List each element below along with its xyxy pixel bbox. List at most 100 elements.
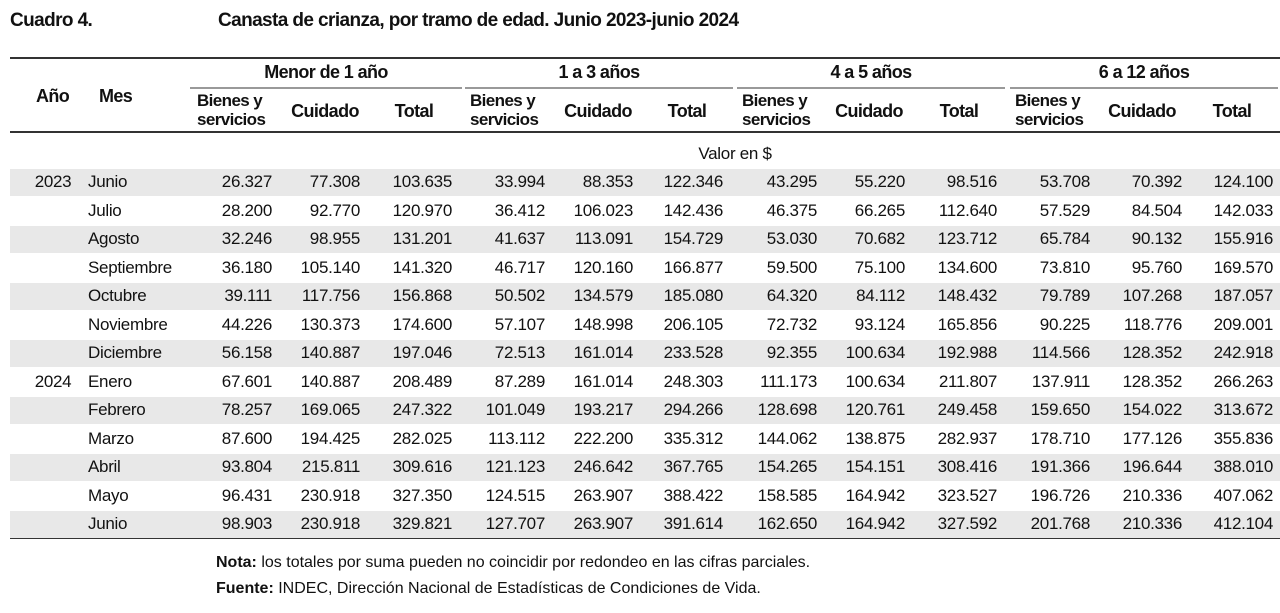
subcol-header: Cuidado — [564, 101, 632, 121]
value-cell: 100.634 — [845, 371, 906, 391]
value-cell: 103.635 — [392, 172, 453, 191]
header-rule — [10, 131, 1280, 133]
month-cell: Noviembre — [88, 314, 168, 334]
value-cell: 247.322 — [392, 400, 453, 419]
month-cell: Abril — [88, 457, 121, 476]
value-cell: 197.046 — [392, 343, 453, 362]
value-cell: 128.352 — [1122, 343, 1183, 362]
month-cell: Octubre — [88, 286, 147, 305]
value-cell: 131.201 — [392, 229, 453, 248]
value-cell: 388.010 — [1213, 457, 1274, 476]
value-cell: 222.200 — [573, 428, 634, 448]
month-cell: Septiembre — [88, 257, 172, 277]
value-cell: 211.807 — [938, 371, 997, 391]
note-text: INDEC, Dirección Nacional de Estadística… — [278, 580, 761, 597]
value-cell: 148.432 — [937, 286, 998, 305]
value-cell: 161.014 — [573, 371, 634, 391]
value-cell: 391.614 — [663, 514, 724, 533]
value-cell: 41.637 — [494, 229, 546, 248]
table-label: Cuadro 4. — [10, 10, 93, 31]
value-cell: 174.600 — [392, 314, 453, 334]
value-cell: 196.726 — [1030, 485, 1091, 505]
value-cell: 154.729 — [663, 229, 724, 248]
subcol-header: Total — [939, 101, 979, 121]
value-cell: 128.352 — [1122, 371, 1183, 391]
value-cell: 93.804 — [221, 457, 273, 476]
group-rule — [737, 87, 1005, 89]
value-cell: 112.640 — [938, 200, 997, 220]
value-cell: 142.033 — [1213, 200, 1274, 220]
subcol-header: Bienes y servicios — [742, 91, 811, 129]
value-cell: 327.592 — [937, 514, 998, 533]
value-cell: 140.887 — [300, 371, 361, 391]
value-cell: 36.412 — [494, 200, 546, 220]
value-cell: 249.458 — [937, 400, 998, 419]
row-stripe — [10, 225, 1280, 253]
value-cell: 70.392 — [1131, 172, 1183, 191]
value-cell: 59.500 — [766, 257, 818, 277]
value-cell: 43.295 — [766, 172, 818, 191]
value-cell: 154.151 — [845, 457, 906, 476]
value-cell: 185.080 — [663, 286, 724, 305]
month-cell: Julio — [88, 200, 122, 220]
value-cell: 210.336 — [1122, 485, 1183, 505]
month-cell: Junio — [88, 514, 128, 533]
value-cell: 26.327 — [221, 172, 273, 191]
value-cell: 117.756 — [301, 286, 360, 305]
value-cell: 114.566 — [1031, 343, 1090, 362]
value-cell: 92.355 — [766, 343, 818, 362]
group-header: 1 a 3 años — [558, 62, 640, 82]
value-cell: 28.200 — [221, 200, 273, 220]
value-cell: 84.112 — [856, 286, 905, 305]
value-cell: 161.014 — [573, 343, 634, 362]
row-stripe — [10, 453, 1280, 481]
value-cell: 111.173 — [760, 371, 817, 391]
value-cell: 32.246 — [221, 229, 273, 248]
row-stripe — [10, 396, 1280, 424]
value-cell: 113.112 — [488, 428, 545, 448]
value-cell: 169.065 — [300, 400, 361, 419]
value-cell: 230.918 — [300, 514, 361, 533]
value-cell: 196.644 — [1122, 457, 1183, 476]
value-cell: 134.579 — [573, 286, 634, 305]
group-header: 4 a 5 años — [830, 62, 912, 82]
note-label: Nota: — [216, 554, 257, 571]
subcol-header: Total — [1212, 101, 1252, 121]
row-stripe — [10, 168, 1280, 196]
value-cell: 120.970 — [392, 200, 453, 220]
unit-label: Valor en $ — [698, 144, 772, 163]
value-cell: 355.836 — [1213, 428, 1274, 448]
value-cell: 233.528 — [663, 343, 724, 362]
value-cell: 154.022 — [1122, 400, 1183, 419]
subcol-header: Bienes y servicios — [197, 91, 266, 129]
value-cell: 44.226 — [221, 314, 273, 334]
value-cell: 98.903 — [221, 514, 273, 533]
value-cell: 144.062 — [757, 428, 818, 448]
subcol-header: Bienes y servicios — [1015, 91, 1084, 129]
table-title: Canasta de crianza, por tramo de edad. J… — [218, 10, 739, 31]
value-cell: 230.918 — [300, 485, 361, 505]
value-cell: 308.416 — [937, 457, 998, 476]
year-cell: 2023 — [34, 172, 72, 191]
value-cell: 137.911 — [1031, 371, 1090, 391]
subcol-header: Total — [394, 101, 434, 121]
value-cell: 65.784 — [1039, 229, 1091, 248]
value-cell: 335.312 — [663, 428, 724, 448]
value-cell: 407.062 — [1213, 485, 1274, 505]
value-cell: 215.811 — [301, 457, 360, 476]
group-header: 6 a 12 años — [1098, 62, 1190, 82]
value-cell: 113.091 — [574, 229, 633, 248]
note-label: Fuente: — [216, 580, 274, 597]
value-cell: 57.529 — [1039, 200, 1091, 220]
value-cell: 187.057 — [1213, 286, 1274, 305]
value-cell: 96.431 — [221, 485, 273, 505]
value-cell: 70.682 — [854, 229, 906, 248]
value-cell: 148.998 — [573, 314, 634, 334]
value-cell: 206.105 — [663, 314, 724, 334]
value-cell: 309.616 — [392, 457, 453, 476]
value-cell: 194.425 — [300, 428, 361, 448]
month-cell: Agosto — [88, 229, 140, 248]
subcol-header: Cuidado — [1108, 101, 1176, 121]
value-cell: 263.907 — [573, 514, 634, 533]
value-cell: 87.600 — [221, 428, 273, 448]
